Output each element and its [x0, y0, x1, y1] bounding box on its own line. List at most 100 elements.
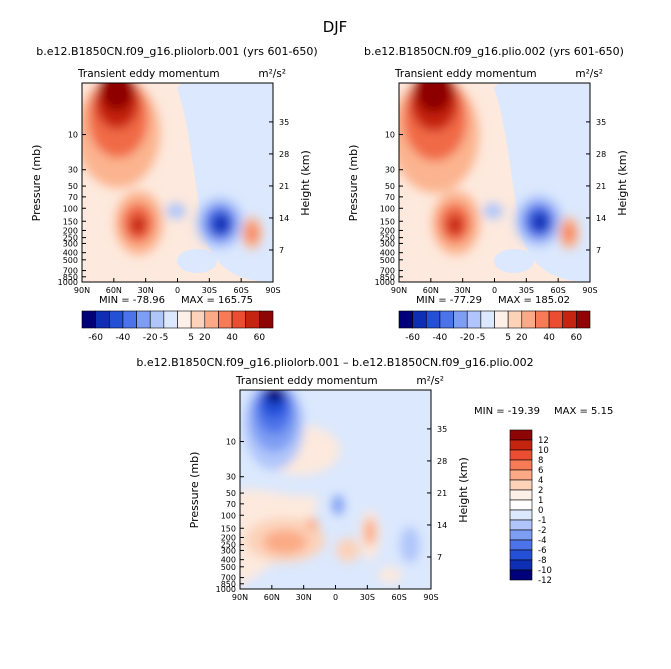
pressure-tick-label: 1000: [375, 278, 395, 287]
season-title: DJF: [323, 18, 348, 36]
pressure-tick-label: 700: [380, 267, 395, 276]
pressure-tick-label: 400: [63, 249, 78, 258]
latitude-tick-label: 90N: [232, 593, 248, 602]
pressure-tick-label: 850: [380, 273, 395, 282]
colorbar-swatch: [95, 310, 110, 329]
colorbar-swatch: [576, 310, 591, 329]
panel-left: 103050701001502002503004005007008501000 …: [30, 45, 318, 306]
colorbar-label: 20: [516, 333, 528, 343]
colorbar-swatch: [108, 310, 124, 329]
colorbar-swatch: [509, 429, 533, 441]
height-axis-left: 35 28 21 14 7: [269, 118, 289, 255]
latitude-tick-label: 30S: [519, 286, 534, 295]
latitude-tick-label: 0: [175, 286, 180, 295]
colorbar-swatch: [412, 310, 427, 329]
pressure-tick-label: 1000: [58, 278, 78, 287]
colorbar-label: 6: [538, 466, 543, 476]
colorbar-label: 40: [543, 333, 555, 343]
height-tick-label: 35: [596, 118, 606, 127]
contour-field-left: [82, 83, 273, 282]
ylabel-pressure: Pressure (mb): [30, 145, 43, 222]
colorbar-swatch: [149, 310, 165, 329]
colorbar-swatch: [509, 469, 533, 481]
colorbar-swatch: [480, 310, 495, 329]
pressure-tick-label: 50: [226, 489, 236, 498]
pressure-tick-label: 250: [221, 541, 236, 550]
ylabel-height: Height (km): [457, 457, 470, 523]
latitude-tick-label: 60N: [264, 593, 280, 602]
height-tick-label: 28: [279, 150, 289, 159]
colorbar-swatch: [453, 310, 468, 329]
pressure-tick-label: 300: [380, 239, 395, 248]
latitude-tick-label: 60N: [106, 286, 122, 295]
pressure-tick-label: 200: [221, 533, 236, 542]
latitude-tick-label: 60S: [551, 286, 566, 295]
latitude-tick-label: 90S: [423, 593, 438, 602]
height-tick-label: 7: [437, 553, 442, 562]
pressure-tick-label: 10: [226, 438, 236, 447]
pressure-tick-label: 150: [221, 524, 236, 533]
pressure-tick-label: 500: [221, 563, 236, 572]
min-stat: MIN = -78.96: [99, 295, 165, 306]
height-axis-difference: 35 28 21 14 7: [427, 425, 447, 562]
height-tick-label: 7: [279, 246, 284, 255]
colorbar-label: -6: [538, 546, 546, 556]
colorbar-left: -60 -40 -20 -5 5 20 40 60: [81, 310, 274, 343]
units-label: m²/s²: [416, 375, 444, 387]
pressure-tick-label: 70: [226, 500, 236, 509]
pressure-tick-label: 250: [63, 234, 78, 243]
height-tick-label: 14: [279, 214, 289, 223]
colorbar-label: 60: [254, 333, 266, 343]
colorbar-swatch: [509, 519, 533, 531]
pressure-tick-label: 200: [63, 226, 78, 235]
contour-field-difference: [240, 390, 431, 589]
height-tick-label: 14: [596, 214, 606, 223]
height-tick-label: 28: [596, 150, 606, 159]
colorbar-label: -12: [538, 576, 552, 586]
colorbar-label: 5: [188, 333, 194, 343]
colorbar-swatch: [466, 310, 482, 329]
max-stat: MAX = 165.75: [181, 295, 253, 306]
colorbar-swatch: [509, 449, 533, 461]
ylabel-height: Height (km): [616, 150, 629, 216]
colorbar-swatch: [509, 499, 533, 511]
colorbar-swatch: [509, 479, 533, 491]
colorbar-swatch: [231, 310, 247, 329]
colorbar-label: -40: [433, 333, 448, 343]
colorbar-swatch: [259, 310, 274, 329]
colorbar-label: -5: [476, 333, 485, 343]
latitude-tick-label: 0: [333, 593, 338, 602]
colorbar-swatch: [163, 310, 178, 329]
colorbar-swatch: [81, 310, 96, 329]
colorbar-swatch: [509, 559, 533, 571]
colorbar-label: -5: [159, 333, 168, 343]
colorbar-label: -60: [88, 333, 103, 343]
colorbar-right: -60 -40 -20 -5 5 20 40 60: [398, 310, 591, 343]
colorbar-swatch: [507, 310, 523, 329]
pressure-tick-label: 300: [221, 546, 236, 555]
height-tick-label: 35: [279, 118, 289, 127]
panel-title: b.e12.B1850CN.f09_g16.plio.002 (yrs 601-…: [364, 45, 624, 58]
pressure-tick-label: 30: [385, 166, 395, 175]
max-stat: MAX = 185.02: [498, 295, 570, 306]
latitude-tick-label: 60S: [392, 593, 407, 602]
colorbar-swatch: [425, 310, 441, 329]
contour-field-right: [399, 83, 590, 282]
colorbar-swatch: [521, 310, 536, 329]
pressure-tick-label: 400: [380, 249, 395, 258]
ylabel-pressure: Pressure (mb): [188, 452, 201, 529]
pressure-tick-label: 500: [63, 256, 78, 265]
latitude-tick-label: 30N: [296, 593, 312, 602]
height-tick-label: 21: [437, 489, 447, 498]
height-tick-label: 21: [279, 182, 289, 191]
panel-title: b.e12.B1850CN.f09_g16.pliolorb.001 – b.e…: [136, 356, 533, 369]
colorbar-label: -20: [460, 333, 475, 343]
min-stat: MIN = -19.39: [474, 406, 540, 417]
pressure-tick-label: 400: [221, 556, 236, 565]
ylabel-height: Height (km): [299, 150, 312, 216]
min-stat: MIN = -77.29: [416, 295, 482, 306]
panel-title: b.e12.B1850CN.f09_g16.pliolorb.001 (yrs …: [36, 45, 317, 58]
